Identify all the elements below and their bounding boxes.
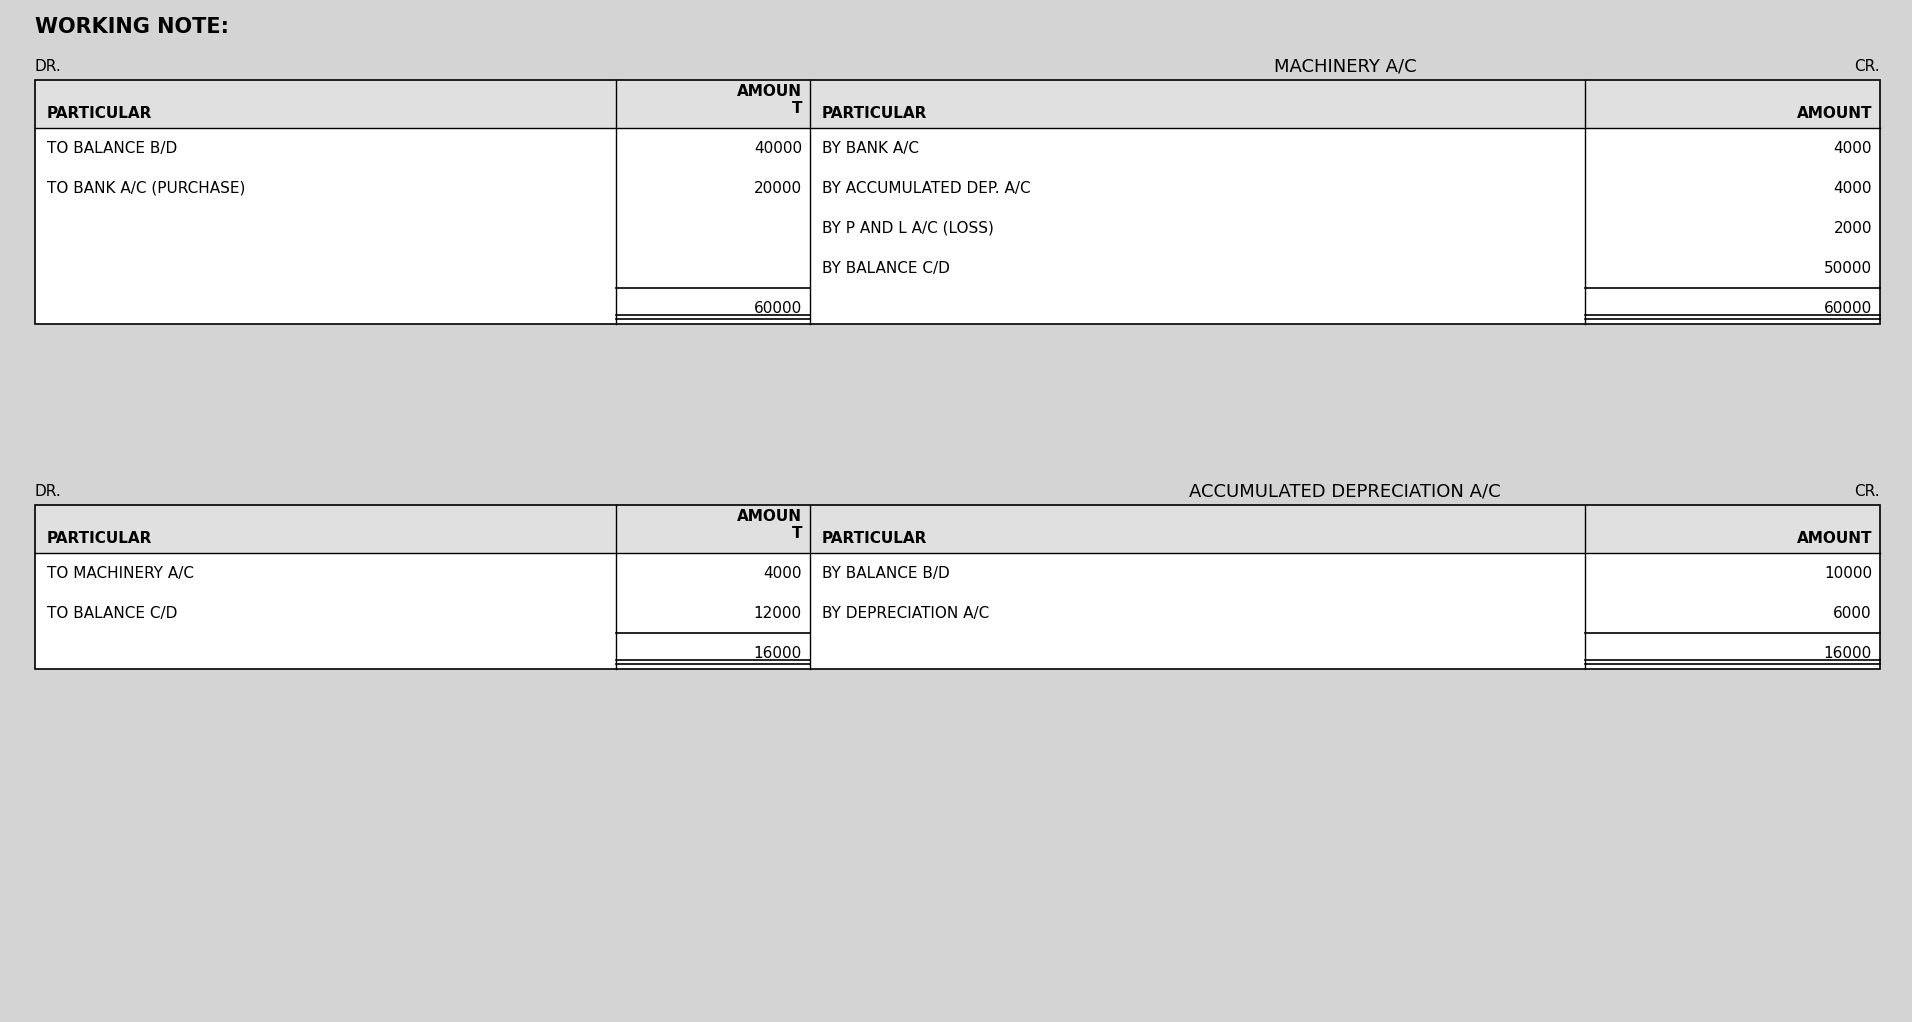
Text: AMOUN
T: AMOUN T — [736, 85, 801, 115]
Text: WORKING NOTE:: WORKING NOTE: — [34, 17, 229, 37]
Bar — [34, 128, 1879, 324]
Text: AMOUNT: AMOUNT — [1797, 531, 1872, 546]
Text: 60000: 60000 — [1824, 300, 1872, 316]
Bar — [34, 553, 1879, 669]
Text: 20000: 20000 — [753, 181, 801, 195]
Text: TO BALANCE B/D: TO BALANCE B/D — [48, 140, 178, 155]
Text: DR.: DR. — [34, 58, 61, 74]
Text: TO BANK A/C (PURCHASE): TO BANK A/C (PURCHASE) — [48, 181, 245, 195]
Text: 12000: 12000 — [753, 605, 801, 620]
Text: 60000: 60000 — [753, 300, 801, 316]
Text: PARTICULAR: PARTICULAR — [822, 531, 927, 546]
Text: PARTICULAR: PARTICULAR — [48, 531, 153, 546]
Bar — [34, 80, 1879, 324]
Text: BY BALANCE C/D: BY BALANCE C/D — [822, 261, 950, 276]
Text: MACHINERY A/C: MACHINERY A/C — [1273, 57, 1417, 75]
Text: BY BALANCE B/D: BY BALANCE B/D — [822, 565, 950, 580]
Text: TO BALANCE C/D: TO BALANCE C/D — [48, 605, 178, 620]
Text: AMOUNT: AMOUNT — [1797, 106, 1872, 121]
Text: AMOUN
T: AMOUN T — [736, 509, 801, 541]
Text: 40000: 40000 — [753, 140, 801, 155]
Text: 6000: 6000 — [1834, 605, 1872, 620]
Text: 16000: 16000 — [753, 646, 801, 660]
Text: 4000: 4000 — [763, 565, 801, 580]
Bar — [34, 80, 1879, 128]
Text: BY DEPRECIATION A/C: BY DEPRECIATION A/C — [822, 605, 989, 620]
Text: BY ACCUMULATED DEP. A/C: BY ACCUMULATED DEP. A/C — [822, 181, 1031, 195]
Text: PARTICULAR: PARTICULAR — [822, 106, 927, 121]
Text: 4000: 4000 — [1834, 140, 1872, 155]
Text: TO MACHINERY A/C: TO MACHINERY A/C — [48, 565, 193, 580]
Text: ACCUMULATED DEPRECIATION A/C: ACCUMULATED DEPRECIATION A/C — [1189, 482, 1501, 500]
Text: 2000: 2000 — [1834, 221, 1872, 235]
Text: 4000: 4000 — [1834, 181, 1872, 195]
Text: 10000: 10000 — [1824, 565, 1872, 580]
Text: PARTICULAR: PARTICULAR — [48, 106, 153, 121]
Bar — [34, 505, 1879, 553]
Text: 50000: 50000 — [1824, 261, 1872, 276]
Text: CR.: CR. — [1855, 483, 1879, 499]
Text: BY P AND L A/C (LOSS): BY P AND L A/C (LOSS) — [822, 221, 994, 235]
Text: 16000: 16000 — [1824, 646, 1872, 660]
Text: BY BANK A/C: BY BANK A/C — [822, 140, 920, 155]
Text: DR.: DR. — [34, 483, 61, 499]
Bar — [34, 505, 1879, 669]
Text: CR.: CR. — [1855, 58, 1879, 74]
